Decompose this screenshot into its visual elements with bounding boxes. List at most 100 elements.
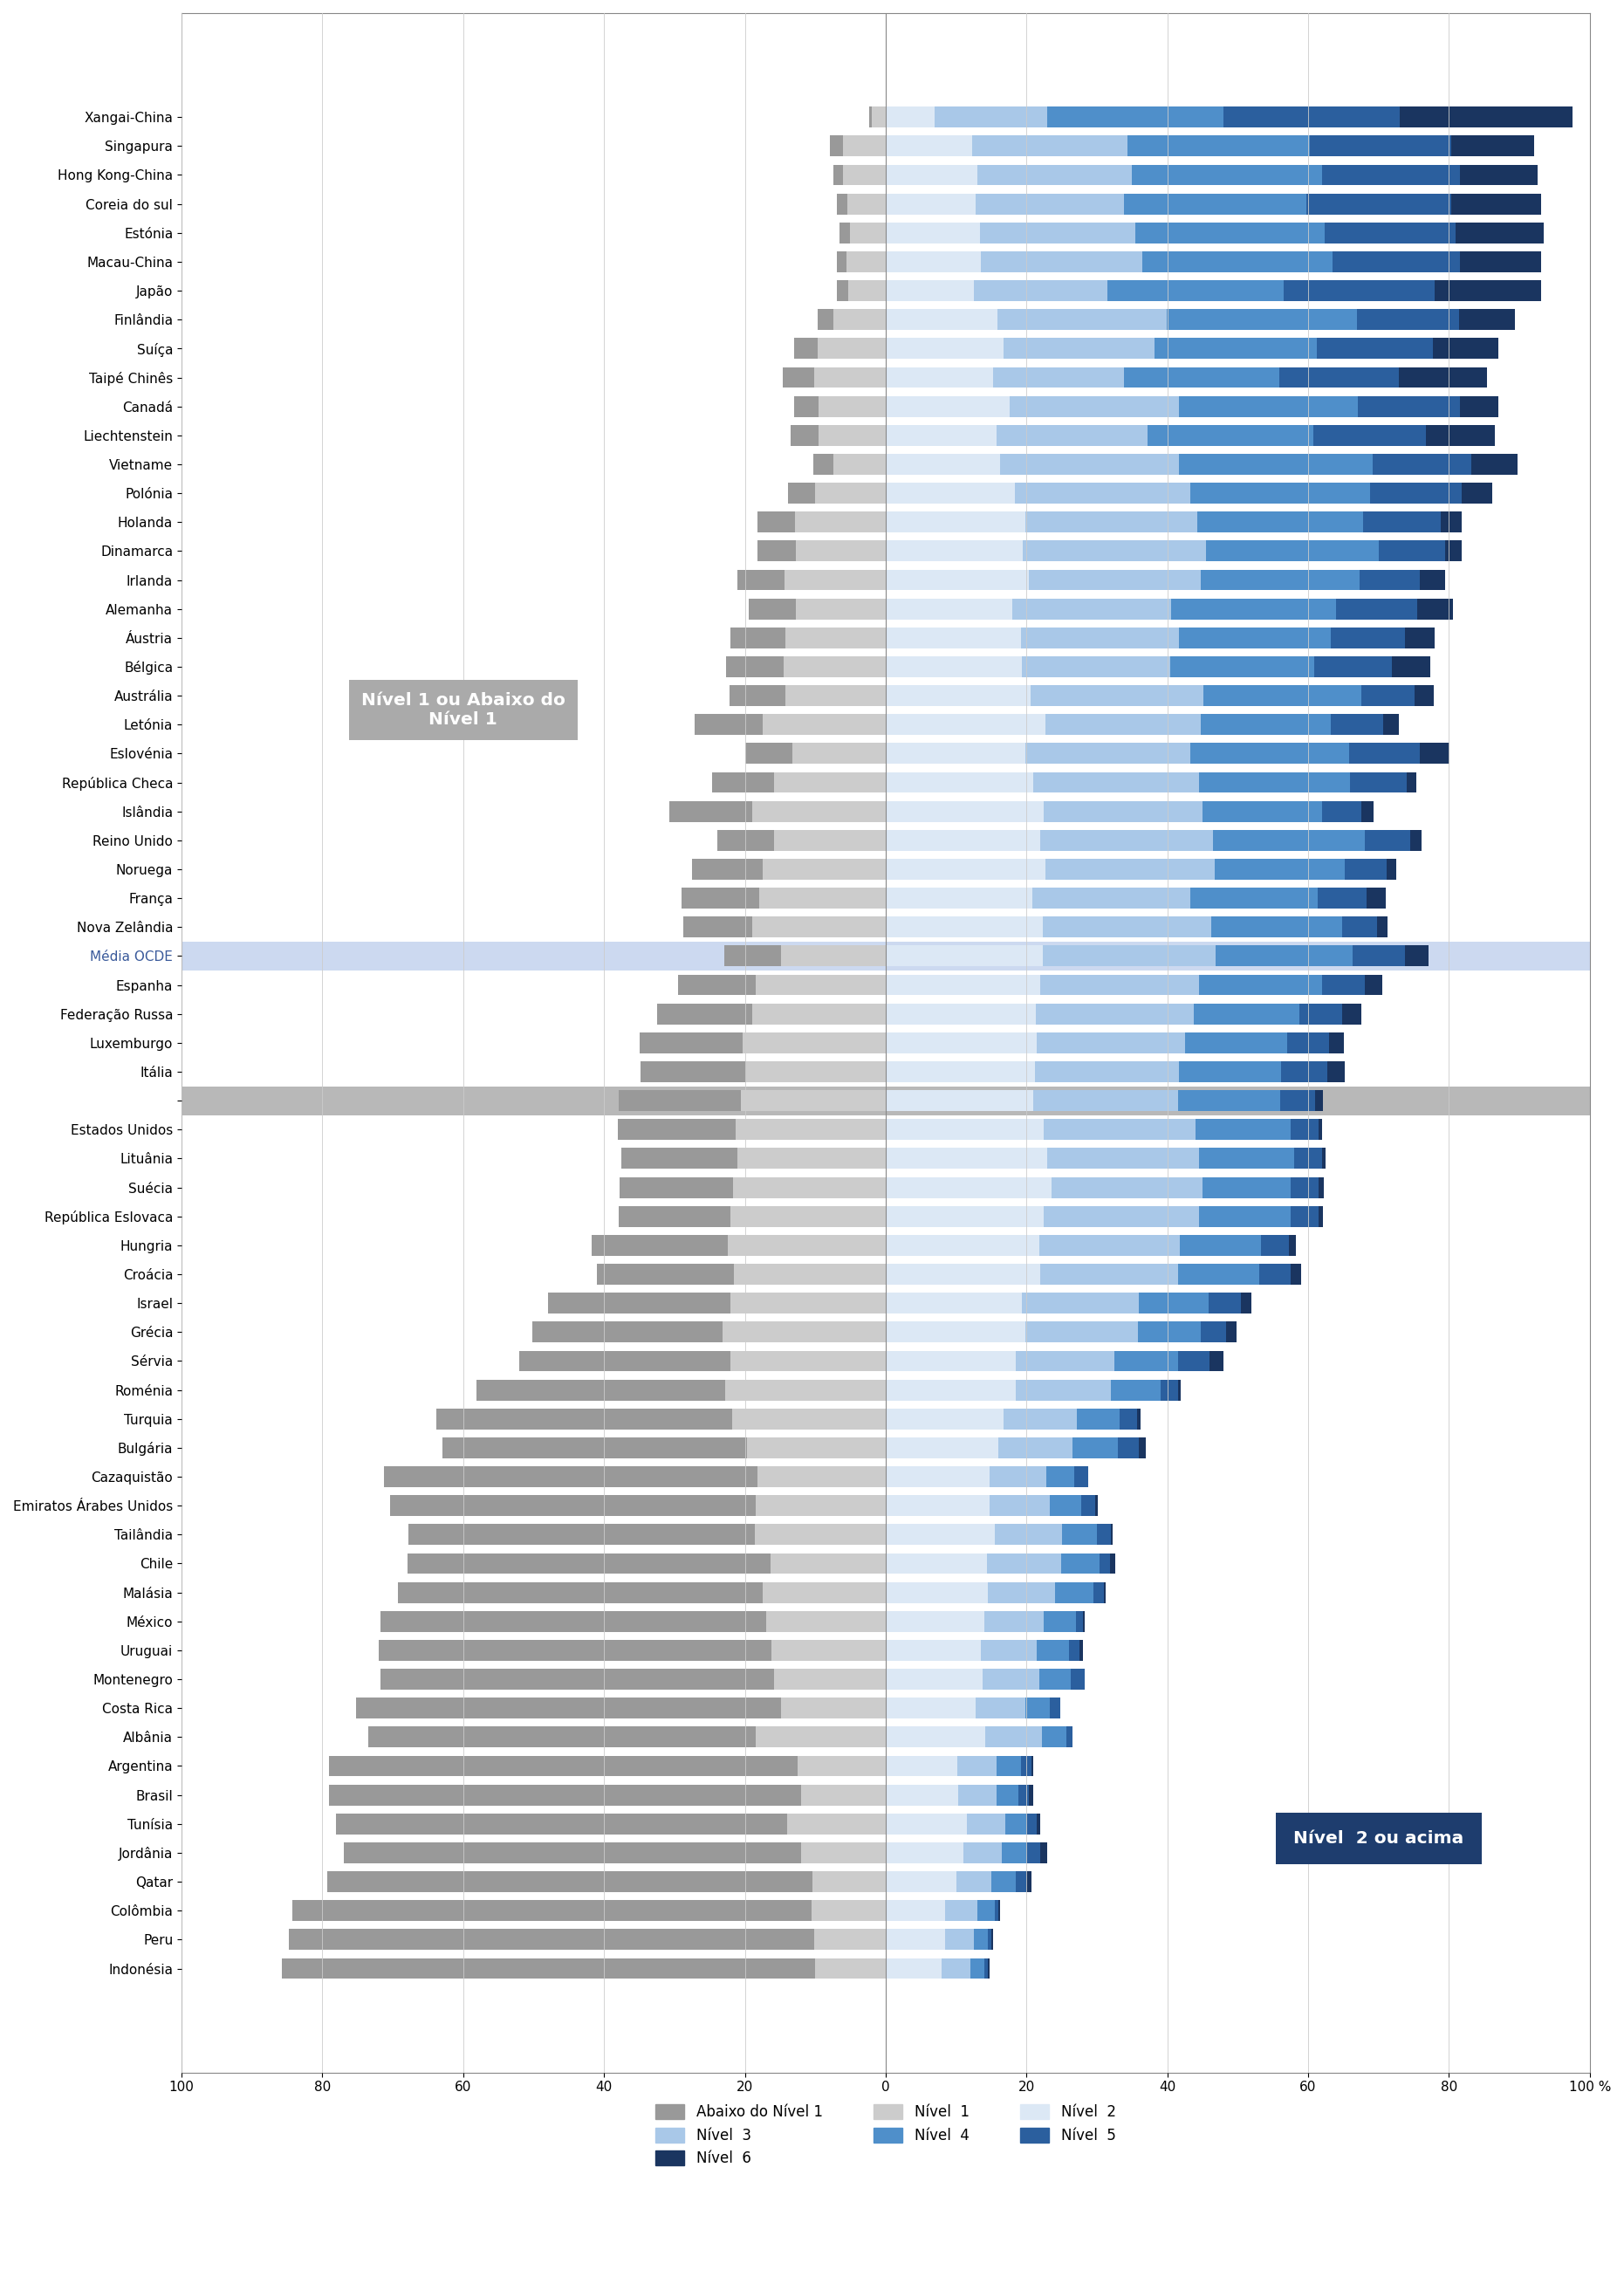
Bar xyxy=(1138,1437,1147,1457)
Bar xyxy=(994,368,1124,388)
Bar xyxy=(1223,107,1400,128)
Bar xyxy=(752,802,885,822)
Bar xyxy=(1299,1003,1341,1023)
Bar xyxy=(1077,1409,1119,1430)
Bar xyxy=(1458,308,1515,329)
Bar xyxy=(1043,916,1212,936)
Bar xyxy=(794,338,818,359)
Bar xyxy=(356,1697,781,1718)
Bar xyxy=(328,1784,801,1804)
Bar xyxy=(1213,829,1364,850)
Bar xyxy=(1015,482,1190,502)
Bar xyxy=(1138,1322,1202,1343)
Text: Nível  2 ou acima: Nível 2 ou acima xyxy=(1293,1829,1463,1848)
Bar xyxy=(885,1697,976,1718)
Bar xyxy=(1025,1697,1049,1718)
Bar xyxy=(1083,1610,1085,1631)
Bar xyxy=(999,1437,1072,1457)
Bar xyxy=(1093,1583,1104,1603)
Bar xyxy=(1410,829,1421,850)
Bar xyxy=(885,338,1004,359)
Bar xyxy=(885,541,1023,562)
Bar xyxy=(1111,1380,1160,1400)
Bar xyxy=(755,975,885,996)
Bar xyxy=(1330,715,1384,735)
Bar xyxy=(380,1670,775,1690)
Bar xyxy=(1280,1089,1315,1110)
Bar xyxy=(794,395,818,416)
Bar xyxy=(736,1119,885,1140)
Bar xyxy=(1215,946,1353,966)
Bar xyxy=(846,251,885,272)
Bar xyxy=(1046,715,1200,735)
Bar xyxy=(1033,772,1199,793)
Bar xyxy=(775,772,885,793)
Bar xyxy=(970,1957,984,1978)
Bar xyxy=(981,1640,1038,1660)
Bar xyxy=(695,715,763,735)
Bar xyxy=(1405,628,1436,649)
Bar xyxy=(1366,888,1385,909)
Bar xyxy=(1379,541,1445,562)
Bar xyxy=(1190,742,1350,763)
Bar xyxy=(182,1087,1590,1115)
Bar xyxy=(1212,916,1341,936)
Bar xyxy=(770,1553,885,1574)
Text: Nível 1 ou Abaixo do
Nível 1: Nível 1 ou Abaixo do Nível 1 xyxy=(361,692,565,729)
Bar xyxy=(1021,1293,1138,1313)
Bar xyxy=(1070,1670,1085,1690)
Bar xyxy=(885,715,1046,735)
Bar xyxy=(1345,859,1387,879)
Bar xyxy=(1051,1176,1202,1197)
Bar xyxy=(885,1813,966,1834)
Bar xyxy=(1054,1583,1093,1603)
Bar xyxy=(1406,772,1416,793)
Bar xyxy=(885,107,935,128)
Bar xyxy=(619,1089,741,1110)
Bar xyxy=(987,1957,991,1978)
Legend: Abaixo do Nível 1, Nível  3, Nível  6, Nível  1, Nível  4, , Nível  2, Nível  5,: Abaixo do Nível 1, Nível 3, Nível 6, Nív… xyxy=(650,2099,1122,2172)
Bar xyxy=(1041,1263,1177,1284)
Bar xyxy=(1155,338,1317,359)
Bar xyxy=(731,1293,885,1313)
Bar xyxy=(814,368,885,388)
Bar xyxy=(1124,194,1307,215)
Bar xyxy=(1364,829,1410,850)
Bar xyxy=(1398,368,1488,388)
Bar xyxy=(1199,1206,1291,1227)
Bar xyxy=(1462,482,1492,502)
Bar xyxy=(1405,946,1429,966)
Bar xyxy=(1341,1003,1361,1023)
Bar xyxy=(1460,251,1541,272)
Bar xyxy=(991,1496,1049,1517)
Bar xyxy=(1028,1784,1033,1804)
Bar xyxy=(885,1206,1044,1227)
Bar xyxy=(1179,395,1358,416)
Bar xyxy=(885,1640,981,1660)
Bar xyxy=(1135,222,1325,242)
Bar xyxy=(833,455,885,475)
Bar xyxy=(737,569,784,589)
Bar xyxy=(1291,1263,1301,1284)
Bar xyxy=(1160,1380,1177,1400)
Bar xyxy=(885,569,1028,589)
Bar xyxy=(984,1957,987,1978)
Bar xyxy=(1199,975,1322,996)
Bar xyxy=(728,1236,885,1256)
Bar xyxy=(1012,598,1171,619)
Bar xyxy=(622,1149,737,1169)
Bar xyxy=(1018,1784,1028,1804)
Bar xyxy=(885,1900,945,1921)
Bar xyxy=(996,1523,1062,1544)
Bar xyxy=(1281,1062,1327,1083)
Bar xyxy=(885,1957,942,1978)
Bar xyxy=(547,1293,731,1313)
Bar xyxy=(1203,685,1361,706)
Bar xyxy=(1028,569,1202,589)
Bar xyxy=(1210,1350,1223,1370)
Bar xyxy=(1199,1149,1294,1169)
Bar xyxy=(182,941,1590,971)
Bar xyxy=(1033,888,1190,909)
Bar xyxy=(885,455,1000,475)
Bar xyxy=(1372,455,1471,475)
